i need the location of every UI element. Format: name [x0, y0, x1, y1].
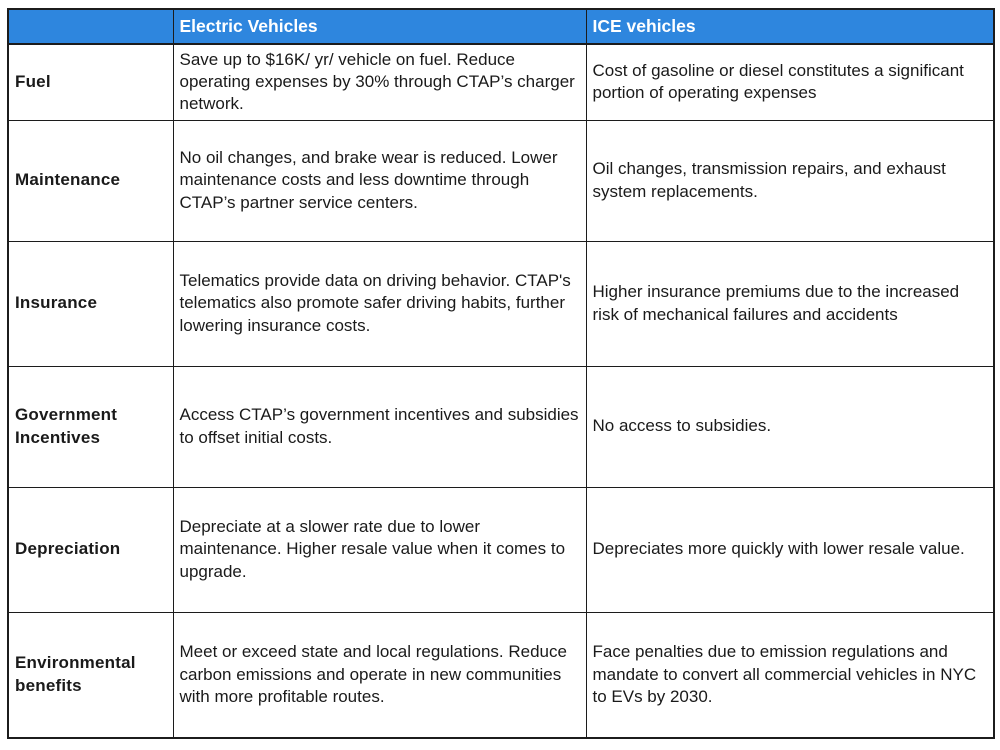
cell-insurance-ice: Higher insurance premiums due to the inc…	[585, 240, 995, 367]
row-label-government-incentives: Government Incentives	[7, 365, 174, 488]
cell-depreciation-ev: Depreciate at a slower rate due to lower…	[172, 486, 587, 613]
cell-environmental-benefits-ice: Face penalties due to emission regulatio…	[585, 611, 995, 739]
row-label-insurance: Insurance	[7, 240, 174, 367]
comparison-table: Electric Vehicles ICE vehicles Fuel Save…	[7, 8, 995, 739]
cell-insurance-ev: Telematics provide data on driving behav…	[172, 240, 587, 367]
table-row-environmental-benefits: Environmental benefits Meet or exceed st…	[7, 611, 995, 739]
table-body: Fuel Save up to $16K/ yr/ vehicle on fue…	[7, 43, 995, 739]
cell-government-incentives-ice: No access to subsidies.	[585, 365, 995, 488]
column-header-ice-vehicles: ICE vehicles	[585, 8, 995, 45]
cell-maintenance-ice: Oil changes, transmission repairs, and e…	[585, 119, 995, 242]
column-header-electric-vehicles: Electric Vehicles	[172, 8, 587, 45]
table-row-fuel: Fuel Save up to $16K/ yr/ vehicle on fue…	[7, 43, 995, 121]
cell-government-incentives-ev: Access CTAP’s government incentives and …	[172, 365, 587, 488]
table-row-government-incentives: Government Incentives Access CTAP’s gove…	[7, 365, 995, 488]
table-row-insurance: Insurance Telematics provide data on dri…	[7, 240, 995, 367]
cell-fuel-ev: Save up to $16K/ yr/ vehicle on fuel. Re…	[172, 43, 587, 121]
row-label-environmental-benefits: Environmental benefits	[7, 611, 174, 739]
cell-environmental-benefits-ev: Meet or exceed state and local regulatio…	[172, 611, 587, 739]
corner-cell	[7, 8, 174, 45]
table-row-maintenance: Maintenance No oil changes, and brake we…	[7, 119, 995, 242]
cell-fuel-ice: Cost of gasoline or diesel constitutes a…	[585, 43, 995, 121]
row-label-depreciation: Depreciation	[7, 486, 174, 613]
row-label-fuel: Fuel	[7, 43, 174, 121]
header-row: Electric Vehicles ICE vehicles	[7, 8, 995, 45]
table-header: Electric Vehicles ICE vehicles	[7, 8, 995, 45]
cell-depreciation-ice: Depreciates more quickly with lower resa…	[585, 486, 995, 613]
row-label-maintenance: Maintenance	[7, 119, 174, 242]
cell-maintenance-ev: No oil changes, and brake wear is reduce…	[172, 119, 587, 242]
table-row-depreciation: Depreciation Depreciate at a slower rate…	[7, 486, 995, 613]
